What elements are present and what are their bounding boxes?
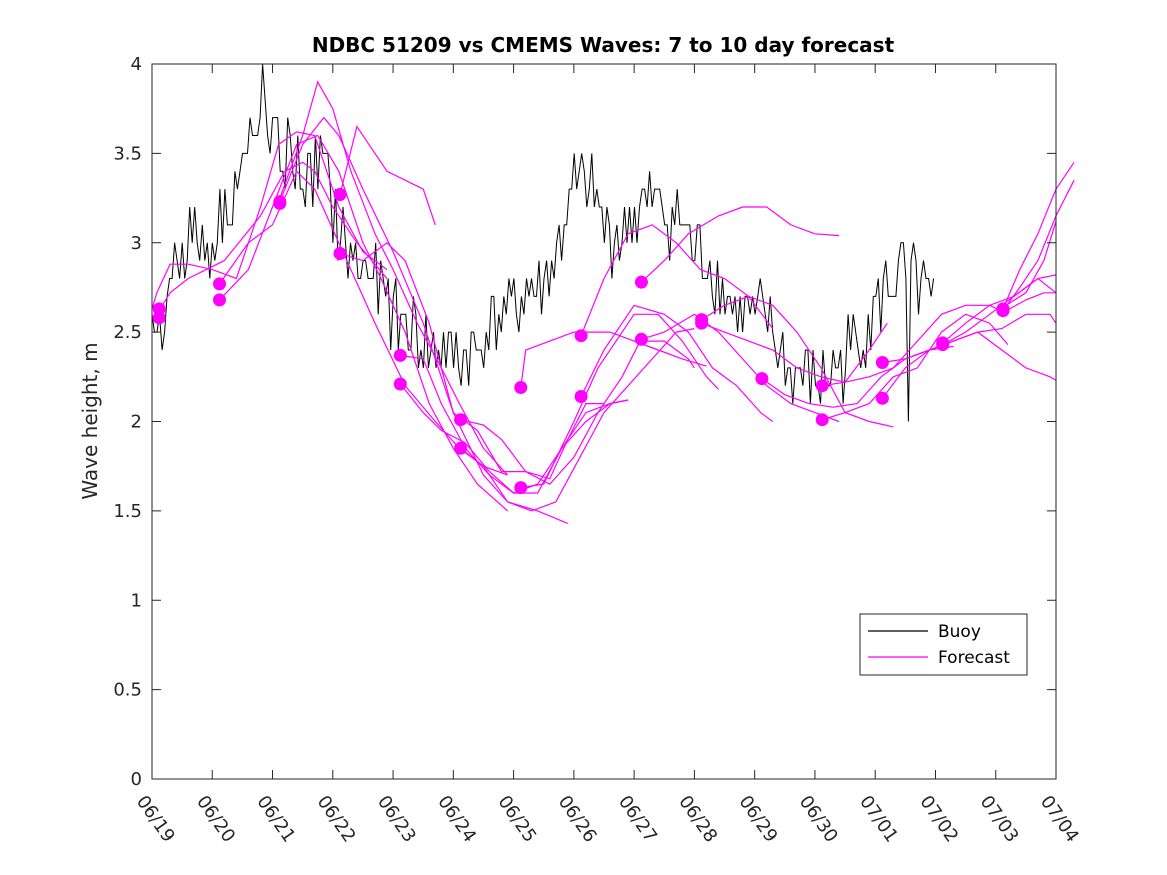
forecast-line-30: [1002, 221, 1057, 308]
forecast-marker-12: [454, 441, 468, 455]
series-layer: [151, 63, 1075, 524]
legend: Buoy Forecast: [859, 613, 1028, 676]
forecast-line-11: [460, 340, 695, 485]
y-tick-label: 2: [131, 412, 142, 433]
forecast-marker-18: [634, 332, 648, 346]
forecast-marker-21: [755, 372, 769, 386]
forecast-line-26: [942, 277, 1057, 344]
y-tick-label: 2.5: [113, 322, 142, 343]
forecast-marker-2: [152, 302, 166, 316]
legend-label-1: Buoy: [938, 622, 981, 642]
legend-label-2: Forecast: [938, 648, 1010, 668]
forecast-marker-7: [333, 188, 347, 201]
forecast-marker-13: [514, 381, 528, 394]
forecast-line-28: [1002, 161, 1075, 310]
y-tick-label: 3.5: [113, 143, 142, 164]
forecast-marker-27: [936, 338, 950, 352]
y-tick-label: 3: [131, 233, 142, 254]
forecast-marker-15: [574, 329, 588, 343]
forecast-line-14: [520, 313, 719, 489]
forecast-line-15: [580, 224, 774, 336]
forecast-marker-10: [393, 377, 407, 391]
y-tick-label: 1.5: [113, 501, 142, 522]
buoy-line: [151, 63, 935, 422]
forecast-marker-22: [815, 379, 829, 393]
forecast-marker-16: [574, 390, 588, 403]
forecast-marker-4: [213, 293, 226, 307]
forecast-marker-14: [514, 481, 528, 495]
forecast-marker-11: [454, 413, 468, 427]
forecast-marker-20: [695, 316, 709, 330]
forecast-marker-24: [875, 356, 889, 369]
forecast-line-10: [399, 383, 629, 494]
y-tick-label: 0.5: [113, 680, 142, 701]
forecast-line-25: [881, 331, 1057, 399]
y-axis-label: Wave height, m: [78, 342, 102, 499]
chart-title: NDBC 51209 vs CMEMS Waves: 7 to 10 day f…: [312, 33, 895, 57]
forecast-line-19: [701, 295, 894, 428]
forecast-line-4: [219, 134, 508, 512]
forecast-line-16: [580, 304, 774, 422]
forecast-marker-23: [815, 413, 829, 427]
forecast-line-22: [822, 304, 1009, 387]
y-tick-label: 0: [131, 769, 142, 790]
forecast-line-12: [460, 328, 695, 512]
forecast-marker-17: [634, 275, 648, 289]
forecast-line-1: [151, 161, 388, 319]
forecast-marker-8: [333, 247, 347, 260]
forecast-marker-29: [996, 304, 1010, 318]
forecast-marker-6: [273, 195, 287, 209]
forecast-line-20: [701, 322, 888, 383]
forecast-marker-3: [213, 277, 226, 291]
forecast-line-6: [279, 80, 509, 476]
y-tick-label: 4: [131, 54, 142, 75]
forecast-line-29: [1002, 179, 1075, 312]
forecast-marker-25: [875, 391, 889, 405]
forecast-line-2: [151, 131, 388, 310]
forecast-line-31: [1002, 292, 1056, 314]
legend-box: [859, 613, 1028, 676]
forecast-marker-1: [152, 311, 166, 325]
forecast-line-7: [339, 125, 436, 226]
forecast-line-18: [641, 313, 840, 423]
forecast-marker-9: [393, 348, 407, 362]
forecast-line-17: [640, 206, 840, 283]
y-tick-label: 1: [131, 590, 142, 611]
forecast-line-13: [520, 331, 707, 388]
